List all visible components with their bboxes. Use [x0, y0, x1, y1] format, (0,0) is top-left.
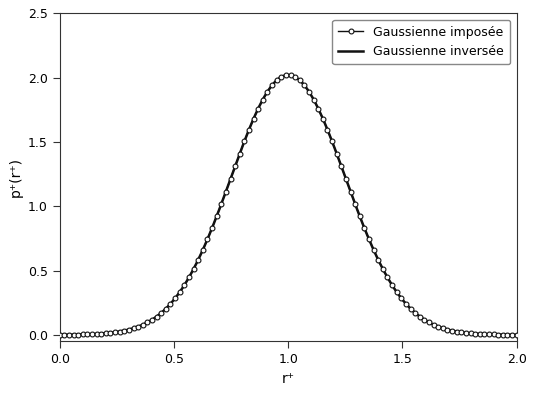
Legend: Gaussienne imposée, Gaussienne inversée: Gaussienne imposée, Gaussienne inversée: [332, 20, 510, 64]
Gaussienne imposée: [495, 332, 501, 337]
Gaussienne imposée: [144, 320, 151, 325]
Line: Gaussienne inversée: Gaussienne inversée: [60, 75, 517, 335]
Gaussienne imposée: [514, 333, 520, 337]
Gaussienne imposée: [57, 333, 63, 337]
Gaussienne inversée: [273, 78, 280, 83]
Gaussienne inversée: [285, 73, 291, 78]
Y-axis label: p⁺(r⁺): p⁺(r⁺): [9, 157, 22, 197]
Gaussienne inversée: [57, 333, 63, 337]
Gaussienne inversée: [276, 76, 282, 80]
X-axis label: r⁺: r⁺: [282, 372, 295, 386]
Gaussienne inversée: [330, 141, 336, 145]
Line: Gaussienne imposée: Gaussienne imposée: [57, 73, 519, 337]
Gaussienne imposée: [481, 332, 487, 336]
Gaussienne inversée: [305, 88, 311, 93]
Gaussienne inversée: [514, 333, 520, 337]
Gaussienne imposée: [163, 306, 169, 311]
Gaussienne inversée: [503, 332, 510, 337]
Gaussienne imposée: [333, 151, 340, 156]
Gaussienne imposée: [296, 78, 303, 83]
Gaussienne imposée: [282, 73, 289, 78]
Gaussienne inversée: [432, 323, 438, 328]
